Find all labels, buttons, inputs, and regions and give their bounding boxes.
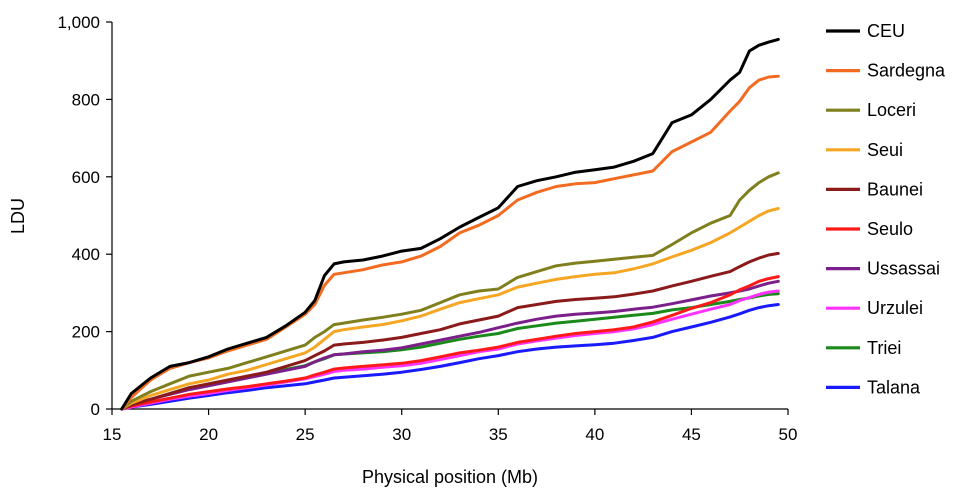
x-axis-title: Physical position (Mb) xyxy=(362,467,538,487)
y-axis-title: LDU xyxy=(8,198,28,234)
series-line-ceu xyxy=(120,37,780,411)
axes: 0 200 400 600 800 1,000 15 20 25 30 35 40 45 50 xyxy=(57,13,797,444)
x-tick-label: 25 xyxy=(296,425,315,444)
series-lines xyxy=(120,37,780,411)
legend-label-ceu: CEU xyxy=(867,21,905,41)
legend-label-seui: Seui xyxy=(867,140,903,160)
legend-label-urzulei: Urzulei xyxy=(867,298,923,318)
x-tick-label: 15 xyxy=(103,425,122,444)
series-line-ussassai xyxy=(120,279,780,411)
legend-label-sardegna: Sardegna xyxy=(867,61,946,81)
legend-label-loceri: Loceri xyxy=(867,100,916,120)
x-tick-label: 40 xyxy=(585,425,604,444)
legend-label-ussassai: Ussassai xyxy=(867,259,940,279)
series-line-seui xyxy=(120,207,780,411)
series-line-loceri xyxy=(120,171,780,411)
legend: CEU Sardegna Loceri Seui Baunei Seulo Ussassai… xyxy=(826,21,946,397)
y-tick-label: 400 xyxy=(72,245,100,264)
x-tick-label: 20 xyxy=(199,425,218,444)
series-line-baunei xyxy=(120,251,780,411)
y-tick-label: 200 xyxy=(72,323,100,342)
y-tick-label: 0 xyxy=(91,400,100,419)
series-line-sardegna xyxy=(120,74,780,411)
x-tick-label: 45 xyxy=(682,425,701,444)
x-tick-label: 30 xyxy=(392,425,411,444)
x-tick-label: 50 xyxy=(779,425,798,444)
series-line-seulo xyxy=(120,275,780,411)
x-tick-label: 35 xyxy=(489,425,508,444)
y-tick-label: 600 xyxy=(72,168,100,187)
legend-label-talana: Talana xyxy=(867,377,921,397)
legend-label-seulo: Seulo xyxy=(867,219,913,239)
series-line-talana xyxy=(120,303,780,411)
y-tick-label: 1,000 xyxy=(57,13,100,32)
legend-label-triei: Triei xyxy=(867,338,901,358)
y-tick-label: 800 xyxy=(72,90,100,109)
legend-label-baunei: Baunei xyxy=(867,179,923,199)
